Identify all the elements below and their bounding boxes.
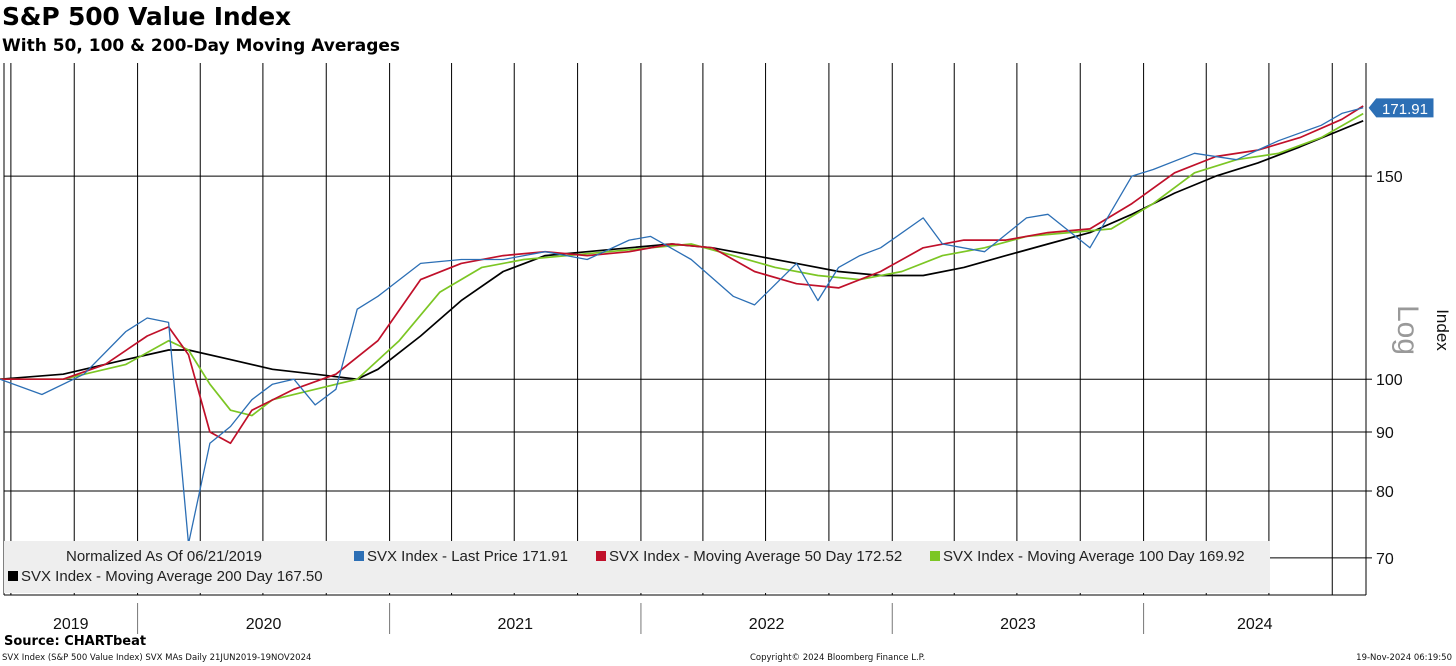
chart-subtitle: With 50, 100 & 200-Day Moving Averages: [2, 36, 401, 56]
x-tick-label-2020: 2020: [246, 616, 282, 633]
x-tick-label-2024: 2024: [1237, 616, 1273, 633]
legend-item-last-price: SVX Index - Last Price 171.91: [354, 548, 568, 565]
legend-swatch-ma100: [930, 551, 940, 561]
x-tick-label-2023: 2023: [1000, 616, 1036, 633]
legend-label-last-price: SVX Index - Last Price 171.91: [367, 548, 568, 565]
footer-description: SVX Index (S&P 500 Value Index) SVX MAs …: [2, 653, 312, 663]
legend-item-ma200: SVX Index - Moving Average 200 Day 167.5…: [8, 568, 323, 585]
x-tick-label-2019: 2019: [53, 616, 89, 633]
last-value-box: [1367, 97, 1435, 119]
y-tick-label-90: 90: [1376, 425, 1394, 442]
series-line-last-price: [0, 107, 1364, 545]
x-tick-label-2021: 2021: [497, 616, 533, 633]
y-tick-label-100: 100: [1376, 372, 1403, 389]
footer-timestamp: 19-Nov-2024 06:19:50: [1356, 653, 1452, 663]
legend-swatch-ma200: [8, 571, 18, 581]
legend-swatch-ma50: [596, 551, 606, 561]
y-axis-title: Index: [1433, 309, 1452, 351]
legend-normalized-note: Normalized As Of 06/21/2019: [66, 548, 262, 565]
legend-swatch-last-price: [354, 551, 364, 561]
series-line-ma200: [0, 120, 1364, 381]
last-value-label: 171.91: [1382, 101, 1428, 118]
footer-copyright: Copyright© 2024 Bloomberg Finance L.P.: [750, 653, 926, 663]
legend-item-ma50: SVX Index - Moving Average 50 Day 172.52: [596, 548, 902, 565]
legend-label-ma100: SVX Index - Moving Average 100 Day 169.9…: [943, 548, 1245, 565]
legend-label-ma50: SVX Index - Moving Average 50 Day 172.52: [609, 548, 903, 565]
legend-item-ma100: SVX Index - Moving Average 100 Day 169.9…: [930, 548, 1245, 565]
x-tick-label-2022: 2022: [749, 616, 785, 633]
series-line-ma100: [0, 112, 1364, 417]
y-tick-label-70: 70: [1376, 551, 1394, 568]
chart-plot: 70 80 90 100 150 2019 2020 2021 2022 2023 2024 Inde…: [0, 63, 1452, 634]
source-note: Source: CHARTbeat: [4, 634, 147, 649]
chart-legend: Normalized As Of 06/21/2019 SVX Index - …: [4, 541, 1270, 593]
legend-label-ma200: SVX Index - Moving Average 200 Day 167.5…: [21, 568, 323, 585]
y-tick-label-150: 150: [1376, 169, 1403, 186]
y-tick-label-80: 80: [1376, 484, 1394, 501]
series-line-ma50: [0, 105, 1364, 445]
log-scale-watermark: Log: [1391, 305, 1424, 355]
chart-title: S&P 500 Value Index: [2, 2, 291, 31]
